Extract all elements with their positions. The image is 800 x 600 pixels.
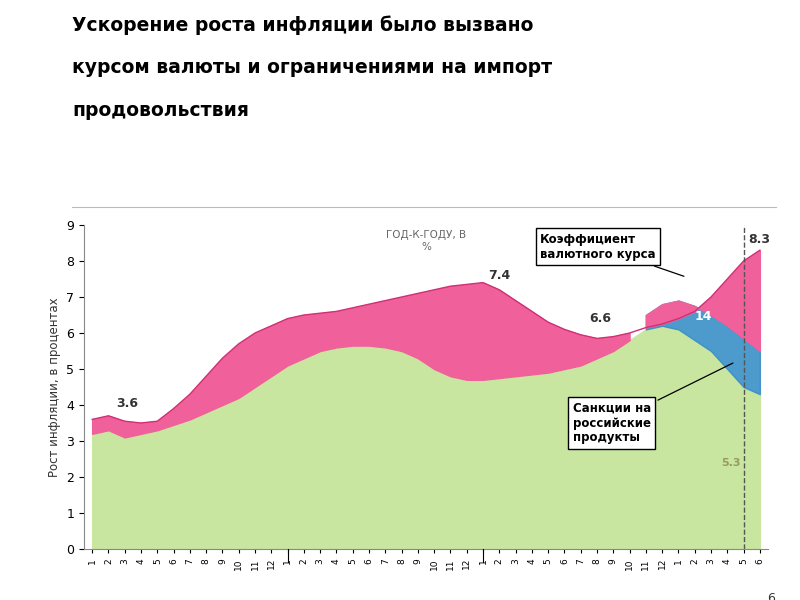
Y-axis label: Рост инфляции, в процентах: Рост инфляции, в процентах (48, 297, 61, 477)
Text: ГОД-К-ГОДУ, В
%: ГОД-К-ГОДУ, В % (386, 230, 466, 252)
Text: курсом валюты и ограничениями на импорт: курсом валюты и ограничениями на импорт (72, 58, 552, 77)
Text: 3.6: 3.6 (117, 397, 138, 410)
Text: Санкции на
российские
продукты: Санкции на российские продукты (573, 363, 733, 445)
Text: 7.4: 7.4 (488, 269, 510, 282)
Text: 14: 14 (694, 310, 712, 323)
Text: 16: 16 (690, 269, 706, 282)
Text: Ускорение роста инфляции было вызвано: Ускорение роста инфляции было вызвано (72, 15, 534, 35)
Text: 6: 6 (767, 592, 775, 600)
Text: 8.3: 8.3 (749, 233, 770, 246)
Text: продовольствия: продовольствия (72, 101, 249, 121)
Text: 5.3: 5.3 (721, 458, 740, 468)
Text: Коэффициент
валютного курса: Коэффициент валютного курса (540, 233, 684, 276)
Text: 6.6: 6.6 (589, 312, 611, 325)
